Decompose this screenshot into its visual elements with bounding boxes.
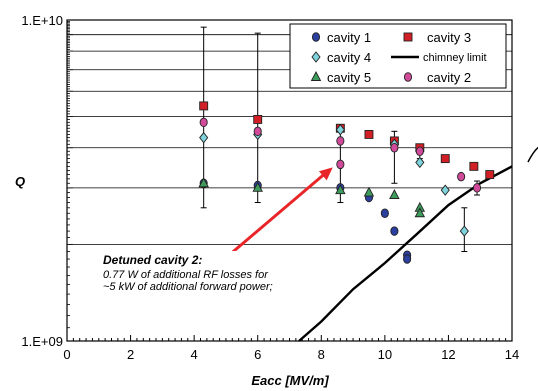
x-tick-label: 12 <box>441 347 455 362</box>
cavity-3-point <box>253 114 263 124</box>
cavity-2-point <box>472 183 482 193</box>
y-tick-label: 1.E+09 <box>21 334 63 349</box>
cavity-3-point <box>440 154 450 164</box>
cavity-3-point <box>199 101 209 111</box>
axes <box>66 19 513 342</box>
x-tick-label: 4 <box>191 347 198 362</box>
cavity-1-point <box>390 226 399 236</box>
legend-label-chimney-limit: chimney limit <box>423 52 487 64</box>
cavity-4-point <box>199 131 209 144</box>
x-tick-label: 0 <box>63 347 70 362</box>
x-tick-label: 10 <box>378 347 392 362</box>
legend-label-cavity-2: cavity 2 <box>427 70 471 85</box>
annotation-arrow-head <box>318 167 333 181</box>
cavity-2-point <box>253 126 262 137</box>
legend: cavity 1 cavity 3 cavity 4 chimney limit cav… <box>289 23 507 89</box>
legend-swatch-cavity-5 <box>310 71 322 81</box>
cavity-1-point <box>380 208 389 219</box>
x-tick-label: 6 <box>254 347 261 362</box>
stray-curve-fragment <box>527 146 538 163</box>
cavity-5-point <box>198 177 209 188</box>
y-tick-label: 1.E+10 <box>21 13 63 28</box>
cavity-2-point <box>336 159 345 170</box>
cavity-2-point <box>336 136 345 146</box>
detuned-annotation: Detuned cavity 2: 0.77 W of additional RF… <box>100 167 333 297</box>
annotation-line: ~5 kW of additional forward power; <box>103 281 273 293</box>
cavity-5-point <box>363 186 375 197</box>
y-axis-label: Q <box>15 174 25 189</box>
cavity-2-point <box>415 146 424 157</box>
cavity-3-point <box>469 161 479 171</box>
cavity-2-point <box>457 171 466 182</box>
cavity-3-point <box>364 130 374 139</box>
cavity-5-point <box>414 207 426 218</box>
legend-label-cavity-4: cavity 4 <box>327 50 371 65</box>
cavity-4-point <box>335 124 345 136</box>
data-points <box>198 101 495 264</box>
tick-labels: 0 2 4 6 8 10 12 14 1.E+09 1.E+10 <box>21 13 519 362</box>
legend-swatch-cavity-3 <box>403 32 413 42</box>
x-tick-label: 8 <box>318 347 325 362</box>
cavity-5-point <box>335 184 346 195</box>
legend-swatch-cavity-1 <box>311 32 321 42</box>
cavity-4-point <box>459 225 469 237</box>
legend-swatch-cavity-2 <box>403 72 413 82</box>
legend-label-cavity-5: cavity 5 <box>327 70 371 85</box>
cavity-2-point <box>390 142 399 153</box>
annotation-title: Detuned cavity 2: <box>103 253 202 267</box>
cavity-2-point <box>199 117 208 128</box>
cavity-3-point <box>485 170 495 180</box>
annotation-background <box>100 251 296 297</box>
annotation-line: 0.77 W of additional RF losses for <box>103 269 269 281</box>
legend-swatch-cavity-4 <box>311 51 321 63</box>
legend-label-cavity-1: cavity 1 <box>327 30 371 45</box>
annotation-arrow-line <box>227 169 330 258</box>
cavity-5-point <box>252 181 263 192</box>
cavity-4-point <box>440 184 450 196</box>
x-tick-label: 14 <box>505 347 519 362</box>
x-axis-label: Eacc [MV/m] <box>251 373 329 388</box>
cavity-5-point <box>389 189 400 199</box>
legend-label-cavity-3: cavity 3 <box>427 30 471 45</box>
cavity-4-point <box>415 156 425 169</box>
x-tick-label: 2 <box>127 347 134 362</box>
cavity-1-point <box>403 254 412 264</box>
